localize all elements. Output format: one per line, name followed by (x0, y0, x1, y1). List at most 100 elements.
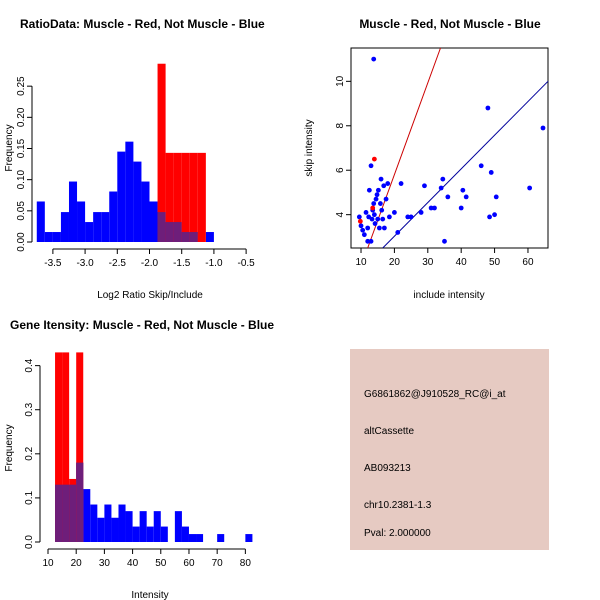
ratio-hist-blue-bar (44, 232, 53, 242)
ratio-hist-red-bar (197, 152, 206, 242)
ratio-hist-overlap-bar (165, 222, 174, 242)
intensity-hist-overlap-bar (69, 484, 77, 542)
intensity-hist-blue-bar (111, 517, 119, 542)
intensity-hist-y-tick-label: 0.0 (24, 535, 35, 549)
intensity-histogram-panel: Gene Itensity: Muscle - Red, Not Muscle … (4, 318, 274, 600)
intensity-hist-title: Gene Itensity: Muscle - Red, Not Muscle … (10, 318, 274, 332)
scatter-point-blue (375, 216, 381, 222)
intensity-hist-blue-bar (217, 534, 225, 542)
scatter-x-tick-label: 30 (422, 257, 434, 268)
intensity-hist-blue-bar (104, 504, 112, 542)
scatter-point-blue (487, 214, 492, 220)
scatter-point-blue (458, 205, 464, 211)
ratio-hist-ylabel: Frequency (4, 124, 15, 171)
ratio-hist-x-tick-label: -0.5 (238, 258, 256, 269)
scatter-point-blue (395, 230, 401, 235)
scatter-point-blue (381, 183, 387, 189)
ratio-hist-red-bar (173, 152, 182, 242)
scatter-x-tick-label: 60 (522, 257, 534, 268)
ratio-hist-blue-bar (93, 212, 102, 242)
scatter-point-blue (356, 214, 362, 220)
intensity-hist-x-axis: 10 20 30 40 50 60 70 80 (42, 548, 252, 569)
ratio-hist-y-tick-label: 0.25 (16, 76, 27, 96)
scatter-point-blue (527, 185, 533, 191)
intensity-hist-blue-bar (160, 526, 168, 542)
scatter-point-blue (371, 56, 377, 62)
scatter-y-tick-label: 10 (335, 75, 346, 87)
scatter-panel: Muscle - Red, Not Muscle - Blue 10 20 30 40… (304, 17, 549, 301)
intensity-hist-bars (55, 352, 253, 542)
intensity-hist-blue-bar (174, 511, 182, 542)
ratio-hist-blue-bar (109, 191, 118, 242)
scatter-fit-line-blue (382, 80, 549, 249)
intensity-hist-x-tick-label: 20 (71, 558, 83, 569)
intensity-hist-x-tick-label: 10 (42, 558, 54, 569)
scatter-point-blue (365, 225, 371, 231)
ratio-hist-blue-bar (101, 212, 110, 242)
ratio-hist-xlabel: Log2 Ratio Skip/Include (97, 290, 203, 301)
scatter-x-tick-label: 50 (489, 257, 501, 268)
ratio-hist-x-tick-label: -1.5 (173, 258, 191, 269)
scatter-point-blue (372, 221, 378, 226)
intensity-hist-blue-bar (125, 511, 133, 542)
scatter-point-blue (418, 210, 424, 215)
ratio-hist-red-bar (157, 63, 166, 242)
scatter-x-tick-label: 20 (389, 257, 401, 268)
intensity-hist-x-tick-label: 30 (99, 558, 111, 569)
scatter-point-blue (374, 192, 380, 198)
scatter-point-blue (460, 187, 466, 193)
scatter-point-blue (408, 214, 414, 220)
scatter-x-axis: 10 20 30 40 50 60 (355, 248, 534, 268)
intensity-hist-y-tick-label: 0.4 (24, 358, 35, 372)
ratio-hist-x-tick-label: -2.5 (109, 258, 127, 269)
scatter-point-blue (488, 170, 494, 175)
scatter-point-blue (361, 232, 367, 238)
scatter-point-blue (366, 187, 372, 193)
intensity-hist-red-bar (55, 352, 63, 542)
scatter-plot-box (350, 47, 549, 249)
scatter-y-axis: 4 6 8 10 (335, 75, 351, 217)
info-accession: AB093213 (364, 463, 411, 474)
intensity-hist-overlap-bar (55, 484, 63, 542)
scatter-point-blue (493, 194, 499, 200)
scatter-point-red (370, 205, 376, 211)
ratio-hist-blue-bar (125, 141, 134, 242)
intensity-hist-blue-bar (139, 511, 147, 542)
scatter-point-blue (386, 214, 392, 220)
ratio-hist-y-tick-label: 0.10 (16, 169, 27, 189)
ratio-hist-blue-bar (85, 222, 94, 242)
ratio-hist-y-tick-label: 0.00 (16, 232, 27, 252)
scatter-point-blue (383, 196, 389, 202)
intensity-hist-blue-bar (196, 534, 204, 542)
ratio-hist-y-tick-label: 0.15 (16, 138, 27, 158)
ratio-hist-overlap-bar (157, 212, 166, 242)
ratio-hist-overlap-bar (189, 232, 198, 242)
scatter-point-blue (365, 238, 371, 244)
scatter-point-blue (428, 205, 434, 211)
intensity-hist-x-tick-label: 40 (127, 558, 139, 569)
scatter-point-blue (398, 181, 404, 186)
scatter-point-blue (385, 181, 391, 186)
ratio-hist-x-tick-label: -2.0 (141, 258, 159, 269)
scatter-point-blue (358, 223, 364, 229)
intensity-hist-blue-bar (153, 511, 161, 542)
intensity-hist-overlap-bar (62, 484, 70, 542)
intensity-hist-xlabel: Intensity (131, 590, 168, 600)
intensity-hist-red-bar (76, 352, 84, 542)
ratio-hist-red-bar (165, 152, 174, 242)
scatter-point-blue (371, 212, 377, 218)
info-probe-id: G6861862@J910528_RC@i_at (364, 389, 506, 400)
scatter-point-blue (381, 225, 387, 231)
scatter-x-tick-label: 40 (456, 257, 468, 268)
intensity-hist-x-tick-label: 80 (240, 558, 252, 569)
intensity-hist-x-tick-label: 50 (155, 558, 167, 569)
scatter-point-blue (463, 194, 469, 200)
ratio-hist-blue-bar (133, 161, 142, 242)
scatter-point-blue (380, 216, 386, 222)
intensity-hist-y-tick-label: 0.1 (24, 491, 35, 505)
ratio-hist-bars (36, 63, 214, 242)
scatter-point-blue (492, 212, 497, 218)
scatter-point-blue (376, 225, 382, 231)
scatter-point-blue (368, 163, 374, 169)
